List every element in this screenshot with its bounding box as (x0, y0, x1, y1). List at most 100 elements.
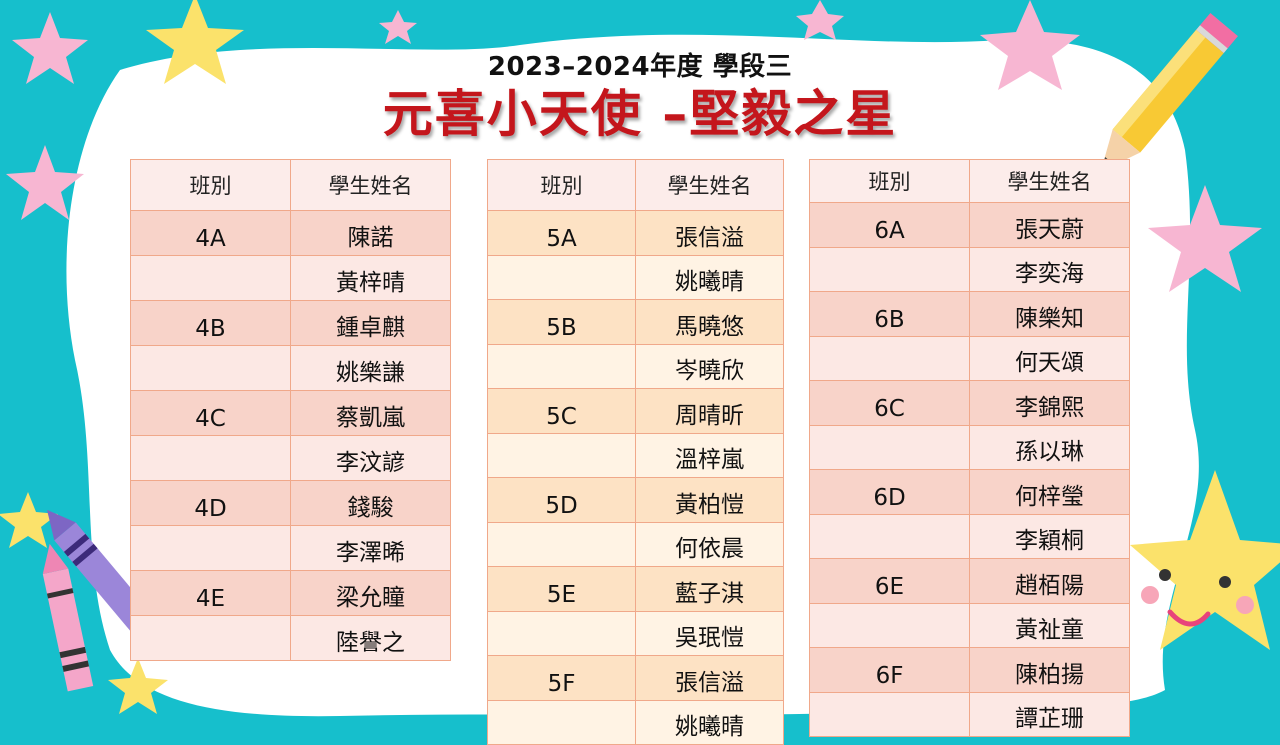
pink-star-icon (1148, 185, 1262, 292)
table-row: 5A 張信溢 (487, 210, 784, 256)
table-row: 4B 鍾卓麒 (130, 300, 451, 346)
table-row: 6B 陳樂知 (809, 291, 1130, 337)
grade5-table: 班別 學生姓名 5A 張信溢 姚曦晴 5B 馬曉悠 岑曉欣 5C 周晴昕 溫梓嵐 5D 黃柏愷 何依晨… (487, 159, 784, 745)
table-row: 6E 趙栢陽 (809, 558, 1130, 604)
student-name-cell: 黃柏愷 (635, 477, 784, 523)
class-cell (809, 424, 970, 470)
student-name-cell: 李穎桐 (969, 513, 1130, 559)
class-cell: 5C (487, 388, 636, 434)
student-name-cell: 黃梓晴 (290, 255, 451, 301)
student-name-cell: 黃祉童 (969, 602, 1130, 648)
table-row: 姚樂謙 (130, 345, 451, 391)
class-cell: 6A (809, 202, 970, 248)
class-cell: 5D (487, 477, 636, 523)
class-cell (130, 255, 291, 301)
class-cell (487, 432, 636, 478)
student-name-cell: 蔡凱嵐 (290, 390, 451, 436)
grade6-table: 班別 學生姓名 6A 張天蔚 李奕海 6B 陳樂知 何天頌 6C 李錦熙 孫以琳 6D 何梓瑩 李穎桐… (809, 159, 1130, 737)
student-name-cell: 李澤晞 (290, 525, 451, 571)
yellow-star-icon (108, 658, 168, 714)
student-name-cell: 李汶諺 (290, 435, 451, 481)
student-name-cell: 陳柏揚 (969, 647, 1130, 693)
table-row: 5E 藍子淇 (487, 566, 784, 612)
student-name-cell: 李奕海 (969, 246, 1130, 292)
student-name-cell: 周晴昕 (635, 388, 784, 434)
student-name-cell: 張信溢 (635, 210, 784, 256)
table-row: 李澤晞 (130, 525, 451, 571)
pink-star-icon (12, 12, 88, 84)
table-row: 溫梓嵐 (487, 432, 784, 478)
crayon-icon (42, 543, 94, 692)
student-name-cell: 姚曦晴 (635, 254, 784, 300)
class-column-header: 班別 (809, 159, 970, 203)
student-name-cell: 陳樂知 (969, 291, 1130, 337)
name-column-header: 學生姓名 (290, 159, 451, 211)
table-row: 5D 黃柏愷 (487, 477, 784, 523)
student-name-cell: 陸譽之 (290, 615, 451, 661)
page-title: 元喜小天使 –堅毅之星 (382, 85, 898, 143)
page-subtitle: 2023–2024年度 學段三 (487, 52, 793, 82)
class-cell: 5E (487, 566, 636, 612)
student-name-cell: 李錦熙 (969, 380, 1130, 426)
table-row: 6C 李錦熙 (809, 380, 1130, 426)
student-name-cell: 溫梓嵐 (635, 432, 784, 478)
table-row: 6D 何梓瑩 (809, 469, 1130, 515)
table-row: 5C 周晴昕 (487, 388, 784, 434)
crayon-icon (47, 509, 153, 633)
table-row: 岑曉欣 (487, 343, 784, 389)
table-row: 5F 張信溢 (487, 655, 784, 701)
student-name-cell: 鍾卓麒 (290, 300, 451, 346)
pink-star-icon (796, 0, 844, 40)
class-cell (130, 525, 291, 571)
class-cell: 4B (130, 300, 291, 346)
class-cell (130, 435, 291, 481)
class-cell (487, 343, 636, 389)
grade4-table: 班別 學生姓名 4A 陳諾 黃梓晴 4B 鍾卓麒 姚樂謙 4C 蔡凱嵐 李汶諺 4D 錢駿 李澤晞 4E… (130, 159, 451, 661)
table-row: 吳珉愷 (487, 610, 784, 656)
class-cell: 6D (809, 469, 970, 515)
student-name-cell: 張信溢 (635, 655, 784, 701)
class-cell (130, 345, 291, 391)
table-row: 6A 張天蔚 (809, 202, 1130, 248)
table-row: 何依晨 (487, 521, 784, 567)
student-name-cell: 譚芷珊 (969, 691, 1130, 737)
name-column-header: 學生姓名 (635, 159, 784, 211)
class-cell (809, 335, 970, 381)
student-name-cell: 何依晨 (635, 521, 784, 567)
table-header-row: 班別 學生姓名 (809, 159, 1130, 203)
class-cell (487, 521, 636, 567)
pink-star-icon (980, 0, 1080, 90)
table-row: 4A 陳諾 (130, 210, 451, 256)
student-name-cell: 姚曦晴 (635, 699, 784, 745)
class-cell (487, 699, 636, 745)
table-row: 陸譽之 (130, 615, 451, 661)
student-name-cell: 孫以琳 (969, 424, 1130, 470)
class-cell (809, 602, 970, 648)
student-name-cell: 藍子淇 (635, 566, 784, 612)
class-cell (809, 513, 970, 559)
table-row: 姚曦晴 (487, 254, 784, 300)
student-name-cell: 吳珉愷 (635, 610, 784, 656)
class-cell: 4A (130, 210, 291, 256)
class-column-header: 班別 (487, 159, 636, 211)
student-name-cell: 陳諾 (290, 210, 451, 256)
class-column-header: 班別 (130, 159, 291, 211)
table-row: 5B 馬曉悠 (487, 299, 784, 345)
class-cell: 4E (130, 570, 291, 616)
yellow-star-icon (0, 492, 58, 548)
table-header-row: 班別 學生姓名 (130, 159, 451, 211)
class-cell (130, 615, 291, 661)
table-row: 何天頌 (809, 335, 1130, 381)
class-cell: 6F (809, 647, 970, 693)
name-column-header: 學生姓名 (969, 159, 1130, 203)
class-cell: 6C (809, 380, 970, 426)
pink-star-icon (6, 145, 84, 220)
student-name-cell: 何天頌 (969, 335, 1130, 381)
table-row: 譚芷珊 (809, 691, 1130, 737)
table-row: 4D 錢駿 (130, 480, 451, 526)
class-cell: 5A (487, 210, 636, 256)
table-row: 黃祉童 (809, 602, 1130, 648)
class-cell (809, 691, 970, 737)
table-row: 姚曦晴 (487, 699, 784, 745)
student-name-cell: 馬曉悠 (635, 299, 784, 345)
